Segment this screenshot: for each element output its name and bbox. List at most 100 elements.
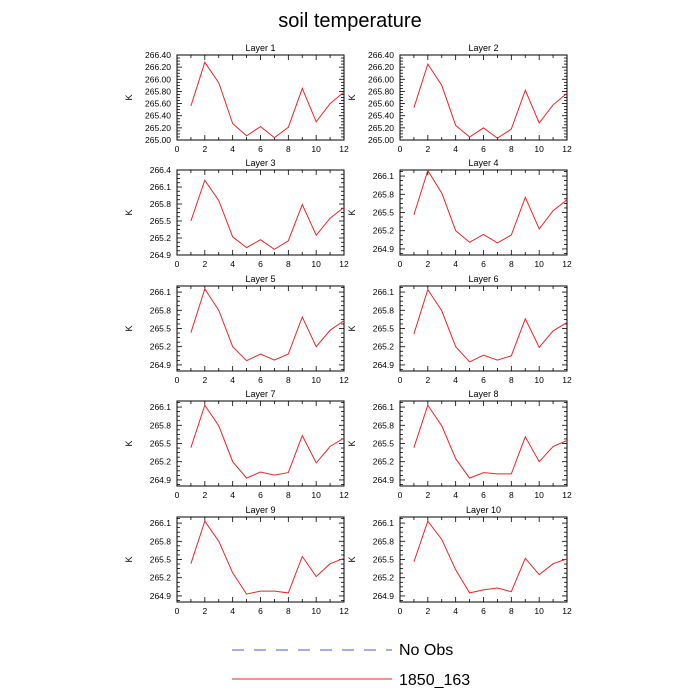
x-tick-label: 12 — [339, 375, 349, 385]
y-tick-label: 265.2 — [150, 342, 172, 352]
x-tick-label: 10 — [311, 375, 321, 385]
x-tick-label: 2 — [425, 375, 430, 385]
x-tick-label: 10 — [534, 259, 544, 269]
series-line-1850-163 — [190, 520, 345, 595]
x-tick-label: 4 — [230, 606, 235, 616]
y-tick-label: 266.40 — [145, 50, 171, 60]
y-tick-label: 265.8 — [150, 536, 172, 546]
plot-frame — [399, 54, 568, 141]
series-line-1850-163 — [413, 520, 568, 594]
series-line-1850-163 — [190, 287, 345, 362]
x-tick-label: 12 — [562, 144, 572, 154]
x-tick-label: 6 — [481, 259, 486, 269]
y-tick-label: 265.5 — [373, 439, 395, 449]
panel-8: Layer 8 K 0 2 4 6 8 10 12 264.9 265.2 265.5 265.8 266… — [347, 389, 572, 500]
panel-title: Layer 8 — [468, 389, 498, 399]
y-tick-label: 265.5 — [150, 439, 172, 449]
x-tick-label: 0 — [175, 375, 180, 385]
panel-9: Layer 9 K 0 2 4 6 8 10 12 264.9 265.2 265.5 265.8 266… — [124, 505, 349, 616]
x-tick-label: 2 — [202, 144, 207, 154]
y-tick-label: 266.1 — [150, 402, 172, 412]
y-tick-label: 266.1 — [150, 287, 172, 297]
y-tick-label: 266.1 — [373, 518, 395, 528]
legend: No Obs 1850_163 — [232, 642, 470, 689]
y-tick-label: 265.5 — [373, 324, 395, 334]
y-tick-label: 265.8 — [373, 305, 395, 315]
x-tick-label: 10 — [311, 259, 321, 269]
panel-title: Layer 7 — [245, 389, 275, 399]
y-axis-label: K — [124, 440, 134, 446]
x-tick-label: 6 — [481, 144, 486, 154]
x-tick-label: 12 — [562, 259, 572, 269]
panel-title: Layer 1 — [245, 43, 275, 53]
x-tick-label: 12 — [339, 144, 349, 154]
y-axis-label: K — [347, 209, 357, 215]
x-tick-label: 0 — [398, 144, 403, 154]
y-tick-label: 264.9 — [150, 250, 172, 260]
y-axis-label: K — [124, 94, 134, 100]
x-tick-label: 2 — [202, 375, 207, 385]
x-tick-label: 8 — [286, 490, 291, 500]
y-tick-label: 265.8 — [150, 305, 172, 315]
y-tick-label: 264.9 — [150, 475, 172, 485]
panels: Layer 1K0 2 4 6 8 10 12265.00265.20265.40265.6… — [124, 43, 572, 616]
y-tick-label: 265.2 — [373, 342, 395, 352]
x-tick-label: 0 — [398, 375, 403, 385]
y-tick-label: 264.9 — [373, 244, 395, 254]
panel-4: Layer 4 K 0 2 4 6 8 10 12 264.9 265.2 265.5 265.8 266… — [347, 158, 572, 269]
panel-6: Layer 6 K 0 2 4 6 8 10 12 264.9 265.2 265.5 265.8 266… — [347, 274, 572, 385]
y-tick-label: 266.20 — [145, 62, 171, 72]
x-tick-label: 4 — [230, 375, 235, 385]
panel-title: Layer 9 — [245, 505, 275, 515]
y-tick-label: 266.1 — [373, 171, 395, 181]
y-tick-label: 265.5 — [373, 208, 395, 218]
x-tick-label: 10 — [534, 375, 544, 385]
y-tick-label: 265.5 — [373, 555, 395, 565]
x-tick-label: 8 — [286, 606, 291, 616]
x-tick-label: 0 — [398, 606, 403, 616]
x-tick-label: 2 — [425, 144, 430, 154]
panel-1: Layer 1 K 0 2 4 6 8 10 12 265.00 265.20 265.40 265.6… — [124, 43, 349, 154]
panel-5: Layer 5 K 0 2 4 6 8 10 12 264.9 265.2 265.5 265.8 266… — [124, 274, 349, 385]
x-tick-label: 8 — [509, 606, 514, 616]
y-tick-label: 265.2 — [373, 457, 395, 467]
series-line-1850-163 — [413, 288, 568, 363]
y-axis-label: K — [124, 209, 134, 215]
y-tick-label: 265.5 — [150, 555, 172, 565]
y-tick-label: 264.9 — [373, 475, 395, 485]
y-axis-label: K — [347, 556, 357, 562]
y-axis-label: K — [347, 440, 357, 446]
y-tick-label: 265.60 — [145, 99, 171, 109]
y-tick-label: 266.00 — [368, 74, 394, 84]
x-tick-label: 8 — [509, 144, 514, 154]
x-tick-label: 10 — [534, 144, 544, 154]
y-tick-label: 265.2 — [150, 573, 172, 583]
series-line-1850-163 — [190, 179, 345, 250]
x-tick-label: 10 — [534, 490, 544, 500]
x-tick-label: 4 — [230, 490, 235, 500]
x-tick-label: 4 — [453, 144, 458, 154]
x-tick-label: 12 — [562, 490, 572, 500]
y-axis-label: K — [347, 325, 357, 331]
x-tick-label: 0 — [398, 259, 403, 269]
y-tick-label: 266.1 — [150, 518, 172, 528]
panel-2: Layer 2 K 0 2 4 6 8 10 12 265.00 265.20 265.40 265.6… — [347, 43, 572, 154]
legend-label-no-obs: No Obs — [399, 642, 453, 659]
x-tick-label: 6 — [481, 375, 486, 385]
plot-frame — [176, 169, 345, 256]
x-tick-label: 4 — [453, 259, 458, 269]
y-tick-label: 265.00 — [145, 135, 171, 145]
x-tick-label: 6 — [258, 259, 263, 269]
x-tick-label: 12 — [339, 259, 349, 269]
y-tick-label: 265.8 — [373, 536, 395, 546]
y-tick-label: 265.00 — [368, 135, 394, 145]
x-tick-label: 4 — [453, 606, 458, 616]
panel-7: Layer 7 K 0 2 4 6 8 10 12 264.9 265.2 265.5 265.8 266… — [124, 389, 349, 500]
x-tick-label: 6 — [481, 606, 486, 616]
x-tick-label: 4 — [230, 259, 235, 269]
y-tick-label: 265.20 — [145, 123, 171, 133]
panel-3: Layer 3 K 0 2 4 6 8 10 12 264.9 265.2 265.5 265.8 266… — [124, 158, 349, 269]
y-tick-label: 265.2 — [373, 573, 395, 583]
figure-title: soil temperature — [278, 10, 421, 32]
